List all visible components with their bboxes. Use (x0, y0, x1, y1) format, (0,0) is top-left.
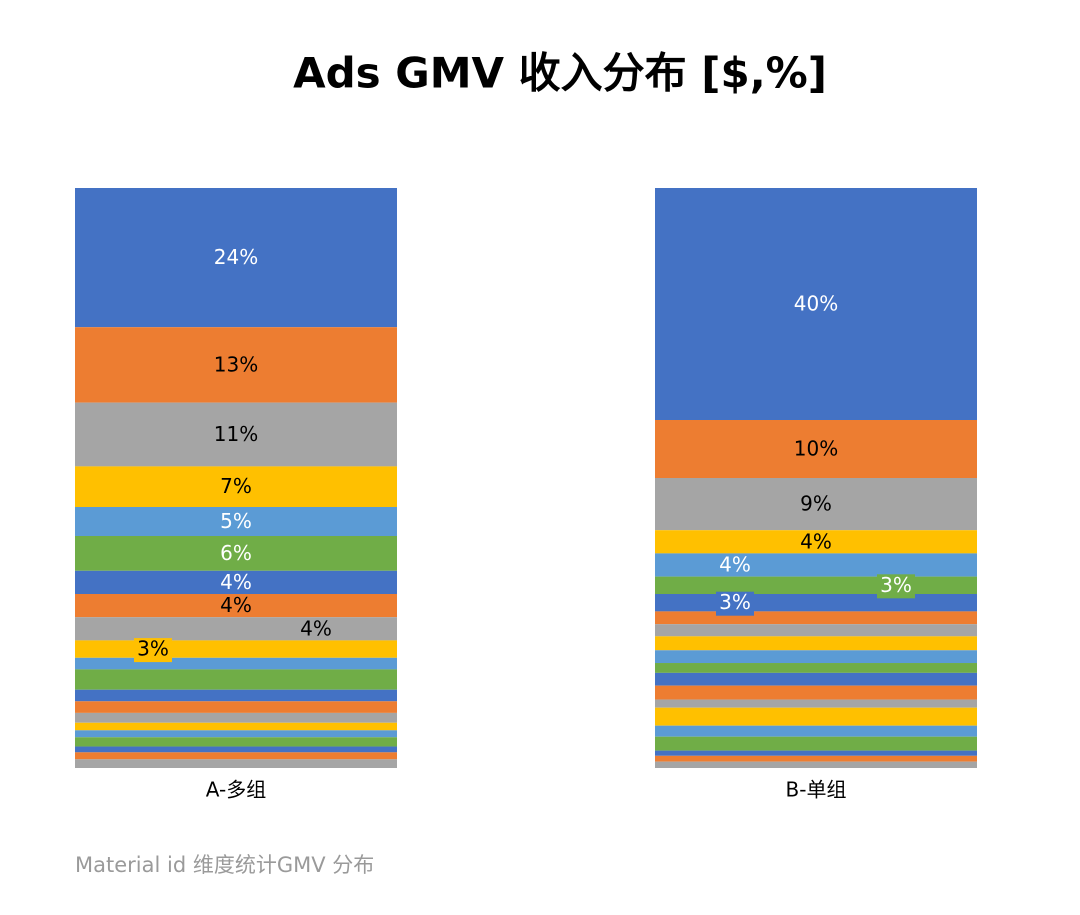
data-label: 4% (800, 529, 832, 553)
bar-segment (655, 650, 977, 664)
chart-title: Ads GMV 收入分布 [$,%] (293, 49, 827, 98)
bar-segment (655, 576, 977, 594)
bar-segment (655, 478, 977, 531)
bar-segment (655, 725, 977, 737)
data-label: 9% (800, 492, 832, 516)
bar-segment (75, 689, 397, 702)
label-background (716, 591, 754, 616)
bar-segment (655, 530, 977, 554)
data-label: 40% (794, 292, 838, 316)
data-label: 3% (880, 573, 912, 597)
bar-segment (655, 755, 977, 762)
bar-segment (75, 594, 397, 618)
data-label: 3% (137, 637, 169, 661)
bar-segment (655, 594, 977, 612)
data-label: 4% (220, 570, 252, 594)
data-label: 3% (719, 590, 751, 614)
bar-segment (75, 737, 397, 747)
bar-segment (655, 611, 977, 625)
bar-segment (75, 669, 397, 690)
bar-segment (655, 761, 977, 768)
data-label: 24% (214, 245, 258, 269)
bar-segment (655, 672, 977, 686)
bar-segment (75, 752, 397, 760)
footnote: Material id 维度统计GMV 分布 (75, 853, 374, 877)
data-label: 13% (214, 352, 258, 376)
bar-segment (655, 636, 977, 651)
bar-segment (75, 507, 397, 536)
bar-segment (75, 701, 397, 713)
bar-segment (655, 736, 977, 751)
bar-segment (75, 746, 397, 753)
label-background (877, 574, 915, 599)
bar-segment (655, 750, 977, 756)
data-label: 11% (214, 422, 258, 446)
bar-segment (655, 553, 977, 577)
bar-segment (75, 712, 397, 723)
bar-segment (75, 640, 397, 658)
bar-segment (655, 420, 977, 478)
data-label: 7% (220, 474, 252, 498)
data-label: 6% (220, 541, 252, 565)
bar-segment (75, 570, 397, 594)
bar-segment (75, 327, 397, 403)
x-tick-label: A-多组 (206, 778, 266, 802)
bar-segment (75, 466, 397, 507)
data-label: 4% (300, 616, 332, 640)
x-tick-label: B-单组 (786, 778, 847, 802)
bar-segment (655, 699, 977, 708)
data-label: 4% (220, 593, 252, 617)
bar-segment (655, 624, 977, 637)
data-label: 4% (719, 553, 751, 577)
bar-segment (75, 657, 397, 670)
bar-segment (75, 617, 397, 641)
label-background (134, 638, 172, 663)
bar-segment (655, 707, 977, 726)
bar-segment (655, 188, 977, 420)
bar-segment (75, 536, 397, 571)
bar-segment (75, 759, 397, 768)
bar-segment (655, 685, 977, 700)
data-label: 10% (794, 437, 838, 461)
bar-segment (75, 730, 397, 738)
bar-segment (75, 188, 397, 328)
bar-segment (655, 663, 977, 673)
bar-segment (75, 722, 397, 731)
data-label: 5% (220, 509, 252, 533)
bar-segment (75, 402, 397, 467)
